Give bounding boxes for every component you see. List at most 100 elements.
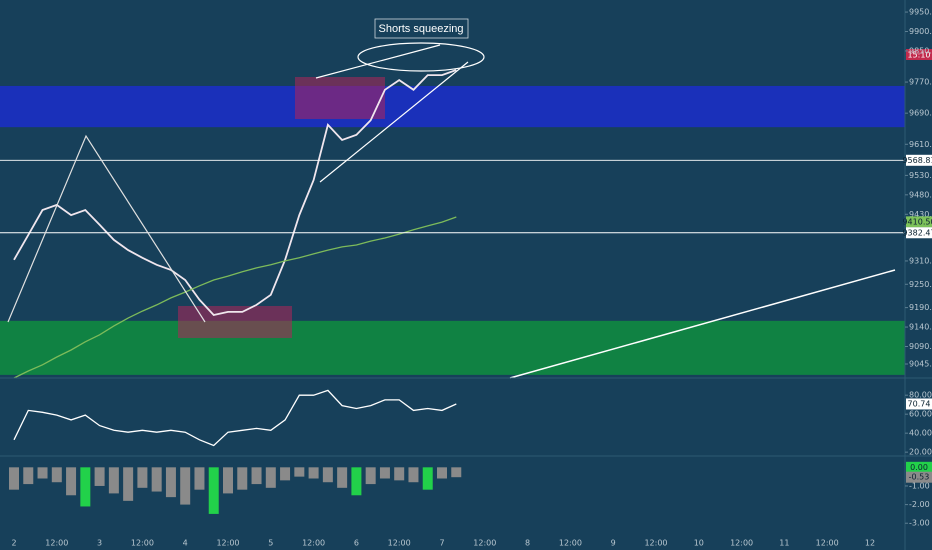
bar (437, 467, 447, 479)
supply-box (295, 77, 385, 119)
x-tick-label: 6 (354, 539, 359, 548)
bar (165, 467, 176, 498)
y-tick-label: 9140.00 (909, 323, 932, 332)
bar (208, 467, 219, 514)
y-tick-label: 9045.00 (909, 360, 932, 369)
x-tick-label: 12 (865, 539, 875, 548)
trend-line (319, 61, 469, 183)
series-line (13, 216, 457, 379)
x-tick-label: 8 (525, 539, 530, 548)
plot-layer (0, 69, 905, 514)
bar (151, 467, 162, 492)
price-marker-label: 9568.81 (902, 156, 932, 165)
y-tick-label: 9690.00 (909, 109, 932, 118)
bar (422, 467, 433, 490)
x-tick-label: 12:00 (388, 539, 411, 548)
bar (194, 467, 205, 490)
trend-line (315, 44, 441, 79)
series-line (13, 389, 457, 447)
x-tick-label: 9 (611, 539, 616, 548)
zone (0, 320, 905, 375)
x-tick-label: 12:00 (644, 539, 667, 548)
x-tick-label: 12:00 (302, 539, 325, 548)
zone (0, 85, 905, 128)
bar (80, 467, 91, 507)
bar (9, 467, 19, 490)
price-marker (906, 398, 932, 410)
y-tick-label: 9530.00 (909, 171, 932, 180)
price-axis (905, 0, 932, 550)
series-line (13, 69, 457, 316)
bar (94, 467, 105, 486)
bar (237, 467, 248, 490)
y-tick-label: -2.00 (909, 500, 930, 509)
bar (408, 467, 419, 483)
annotation-box (374, 18, 469, 39)
x-tick-label: 3 (97, 539, 102, 548)
x-tick-label: 5 (268, 539, 273, 548)
x-tick-label: 12:00 (131, 539, 154, 548)
bar (223, 467, 233, 494)
bar (51, 467, 62, 483)
trend-line (509, 269, 896, 379)
price-marker (906, 461, 932, 473)
y-tick-label: 9480.00 (909, 190, 932, 199)
countdown-box (906, 49, 932, 60)
highlight-ellipse (357, 42, 485, 72)
y-tick-label: 9430.00 (909, 210, 932, 219)
price-marker-label: 9382.47 (902, 228, 932, 237)
countdown: 15:10 (907, 51, 930, 60)
bar (351, 467, 362, 496)
x-tick-label: 12:00 (730, 539, 753, 548)
y-tick-label: 9900.00 (909, 27, 932, 36)
y-tick-label: 9090.00 (909, 342, 932, 351)
x-tick-label: 12:00 (559, 539, 582, 548)
bar (23, 467, 34, 485)
y-tick-label: -1.00 (909, 481, 930, 490)
y-tick-label: 80.00 (909, 391, 932, 400)
bar (365, 467, 376, 485)
price-marker-label: 0.00 (910, 463, 928, 472)
x-tick-label: 11 (779, 539, 789, 548)
zones (0, 85, 905, 375)
x-tick-label: 12:00 (473, 539, 496, 548)
demand-box (178, 306, 292, 338)
bar (66, 467, 77, 496)
y-tick-label: 9310.00 (909, 256, 932, 265)
price-marker-label: 9410.50 (902, 217, 932, 226)
y-tick-label: 40.00 (909, 429, 932, 438)
bar (294, 467, 305, 477)
annotation: Shorts squeezing (379, 23, 464, 35)
bar (108, 467, 119, 494)
y-tick-label: 9250.00 (909, 280, 932, 289)
x-tick-label: 12:00 (216, 539, 239, 548)
bar (394, 467, 405, 481)
bar (37, 467, 48, 479)
bar (337, 467, 348, 488)
bar (251, 467, 262, 485)
y-tick-label: 20.00 (909, 448, 932, 457)
price-marker-label: -0.53 (909, 473, 930, 482)
price-marker-label: 70.74 (908, 399, 931, 408)
x-tick-label: 10 (694, 539, 704, 548)
zigzag-drawing (7, 134, 206, 323)
x-tick-label: 4 (183, 539, 188, 548)
y-tick-label: 9850.00 (909, 46, 932, 55)
y-tick-label: 9950.00 (909, 8, 932, 17)
y-tick-label: 60.00 (909, 410, 932, 419)
bar (280, 467, 291, 481)
price-marker (906, 227, 932, 239)
y-tick-label: 9190.00 (909, 303, 932, 312)
bar (180, 467, 191, 505)
x-tick-label: 12:00 (45, 539, 68, 548)
x-tick-label: 12:00 (816, 539, 839, 548)
bar (379, 467, 390, 479)
y-tick-label: -3.00 (909, 519, 930, 528)
bar (123, 467, 134, 501)
price-marker (906, 471, 932, 483)
y-tick-label: 9770.00 (909, 78, 932, 87)
price-marker (906, 216, 932, 228)
bar (137, 467, 148, 488)
